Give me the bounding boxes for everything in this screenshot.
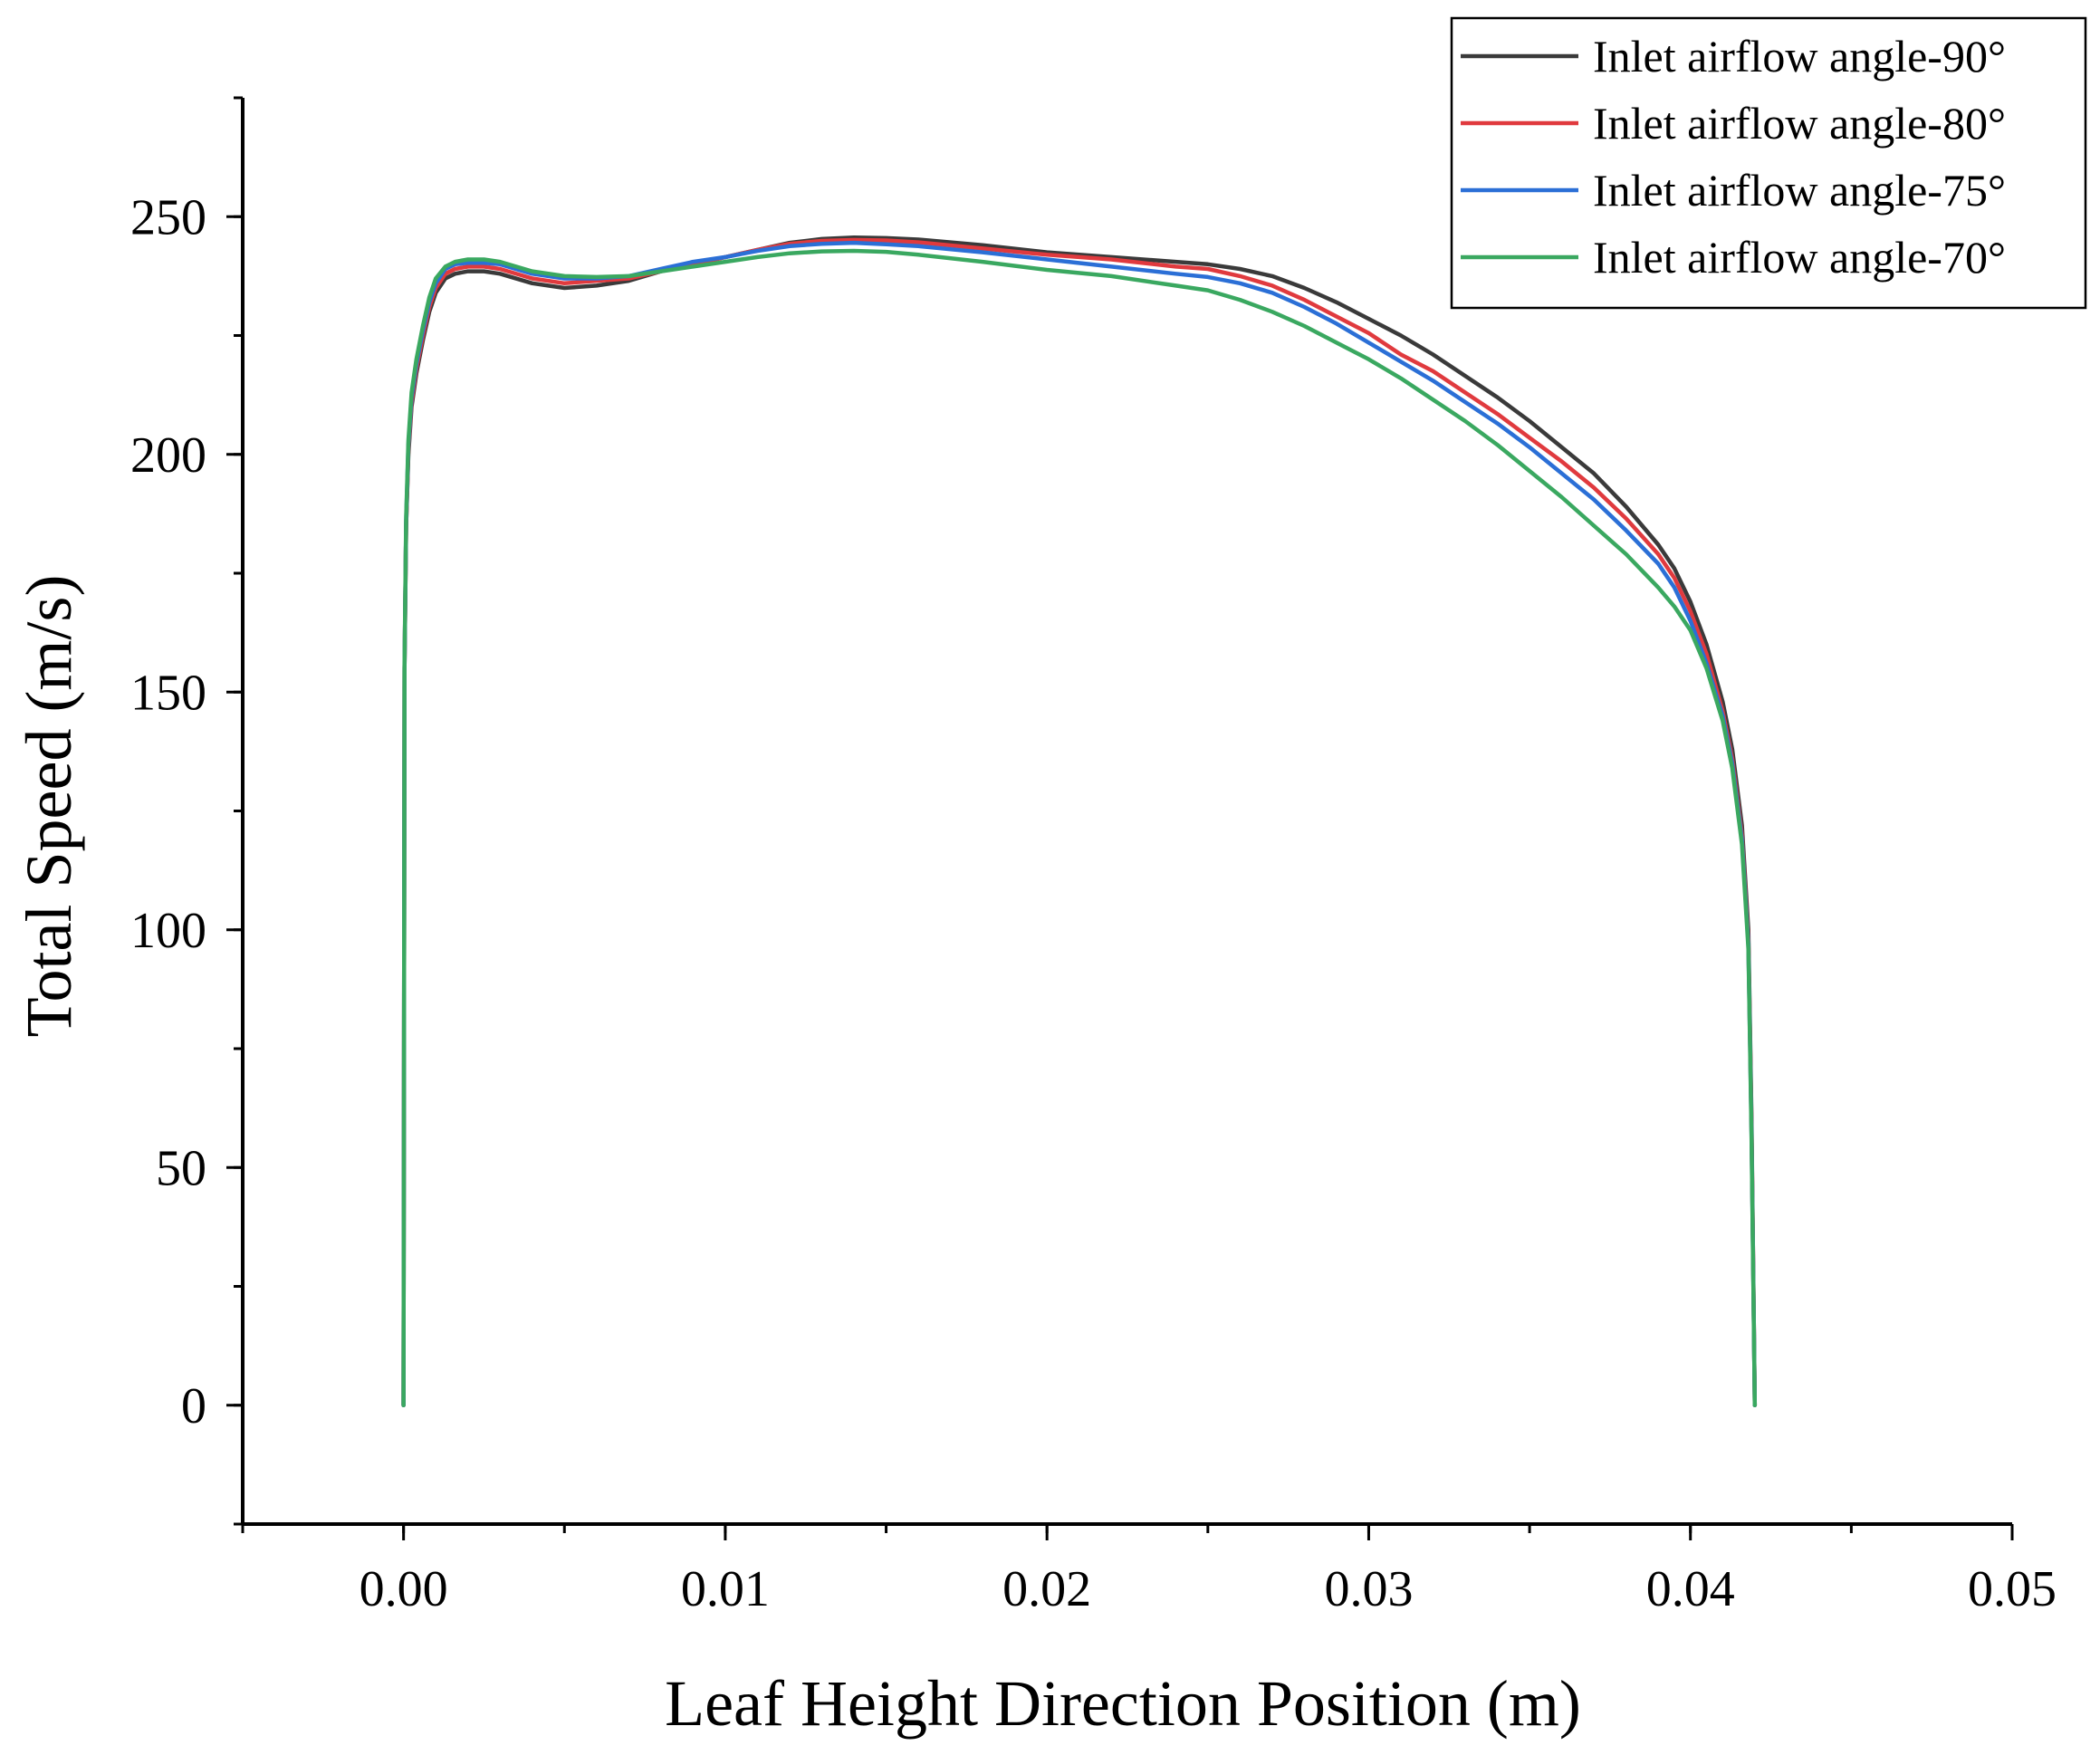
- series-line-1: [401, 237, 1758, 1408]
- x-tick-label: 0.05: [1968, 1561, 2057, 1617]
- y-axis-title: Total Speed (m/s): [13, 575, 85, 1038]
- x-axis-title: Leaf Height Direction Position (m): [665, 1667, 1581, 1740]
- y-tick-label: 0: [181, 1378, 206, 1434]
- y-tick-label: 200: [130, 427, 206, 484]
- x-tick-label: 0.03: [1324, 1561, 1413, 1617]
- x-tick-label: 0.02: [1002, 1561, 1091, 1617]
- series-line-3: [401, 248, 1758, 1408]
- legend-label-2: Inlet airflow angle-75°: [1593, 165, 2006, 216]
- series-line-0: [401, 235, 1758, 1408]
- series-line-2: [401, 240, 1758, 1408]
- legend-label-3: Inlet airflow angle-70°: [1593, 232, 2006, 283]
- legend-box: [1450, 16, 2087, 310]
- y-tick-label: 250: [130, 189, 206, 245]
- legend-label-1: Inlet airflow angle-80°: [1593, 98, 2006, 149]
- y-tick-label: 50: [156, 1140, 206, 1196]
- x-tick-label: 0.04: [1646, 1561, 1735, 1617]
- x-tick-label: 0.01: [681, 1561, 770, 1617]
- x-tick-label: 0.00: [360, 1561, 448, 1617]
- series-layer: [401, 235, 1758, 1408]
- ticks-layer: 0.00 0.01 0.02 0.03 0.04 0.05 0 50 100 150 200 250: [130, 96, 2057, 1617]
- axes-layer: [241, 98, 2012, 1526]
- legend-label-0: Inlet airflow angle-90°: [1593, 31, 2006, 82]
- y-tick-label: 100: [130, 903, 206, 959]
- legend: Inlet airflow angle-90° Inlet airflow ang…: [1450, 16, 2087, 310]
- y-tick-label: 150: [130, 665, 206, 721]
